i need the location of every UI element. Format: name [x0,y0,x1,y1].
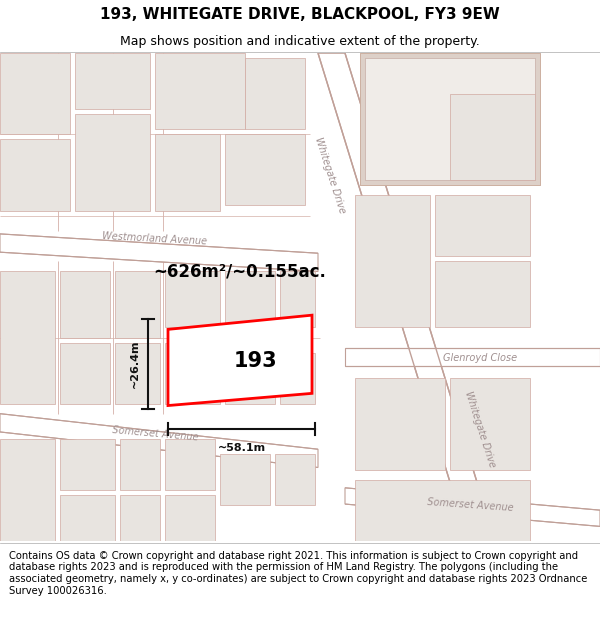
Polygon shape [120,495,160,541]
Text: ~58.1m: ~58.1m [217,443,266,453]
Text: Whitegate Drive: Whitegate Drive [463,389,497,468]
Polygon shape [168,315,312,406]
Polygon shape [225,271,275,328]
Polygon shape [0,53,70,134]
Text: Somerset Avenue: Somerset Avenue [112,425,199,442]
Polygon shape [165,271,220,328]
Polygon shape [0,271,55,404]
Polygon shape [345,488,600,526]
Polygon shape [355,480,530,541]
Text: Somerset Avenue: Somerset Avenue [427,497,514,513]
Text: ~26.4m: ~26.4m [130,339,140,388]
Polygon shape [165,439,215,490]
Polygon shape [435,195,530,256]
Polygon shape [165,342,220,404]
Polygon shape [450,378,530,469]
Polygon shape [220,454,270,505]
Polygon shape [0,234,318,271]
Polygon shape [275,454,315,505]
Polygon shape [120,439,160,490]
Polygon shape [355,378,445,469]
Polygon shape [355,195,430,328]
Polygon shape [245,58,305,129]
Polygon shape [155,53,245,129]
Polygon shape [450,94,535,180]
Polygon shape [75,114,150,211]
Polygon shape [280,352,315,404]
Polygon shape [0,414,318,468]
Text: ~626m²/~0.155ac.: ~626m²/~0.155ac. [154,262,326,281]
Text: Contains OS data © Crown copyright and database right 2021. This information is : Contains OS data © Crown copyright and d… [9,551,587,596]
Polygon shape [60,495,115,541]
Text: Westmorland Avenue: Westmorland Avenue [103,231,208,247]
Text: Glenroyd Close: Glenroyd Close [443,352,517,362]
Text: Whitegate Drive: Whitegate Drive [313,136,347,214]
Polygon shape [60,439,115,490]
Text: Map shows position and indicative extent of the property.: Map shows position and indicative extent… [120,35,480,48]
Polygon shape [115,342,160,404]
Polygon shape [155,134,220,211]
Polygon shape [345,348,600,366]
Polygon shape [60,271,110,338]
Polygon shape [0,139,70,211]
Text: 193: 193 [233,351,277,371]
Polygon shape [115,271,160,338]
Polygon shape [225,134,305,206]
Polygon shape [75,53,150,109]
Text: 193, WHITEGATE DRIVE, BLACKPOOL, FY3 9EW: 193, WHITEGATE DRIVE, BLACKPOOL, FY3 9EW [100,8,500,22]
Polygon shape [60,342,110,404]
Polygon shape [225,348,275,404]
Polygon shape [165,495,215,541]
Polygon shape [280,271,315,328]
Polygon shape [0,439,55,541]
Polygon shape [360,53,540,185]
Polygon shape [318,53,495,541]
Polygon shape [360,53,540,185]
Polygon shape [365,58,535,180]
Polygon shape [435,261,530,328]
